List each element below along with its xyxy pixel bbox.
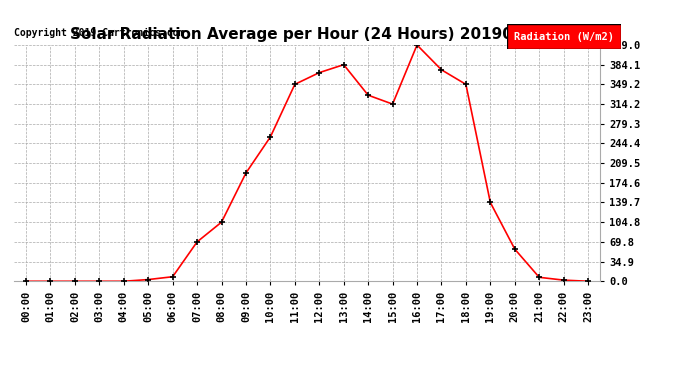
Title: Solar Radiation Average per Hour (24 Hours) 20190529: Solar Radiation Average per Hour (24 Hou… [70, 27, 544, 42]
FancyBboxPatch shape [507, 24, 621, 49]
Text: Copyright 2019 Cartronics.com: Copyright 2019 Cartronics.com [14, 28, 184, 38]
Text: Radiation (W/m2): Radiation (W/m2) [514, 32, 614, 42]
